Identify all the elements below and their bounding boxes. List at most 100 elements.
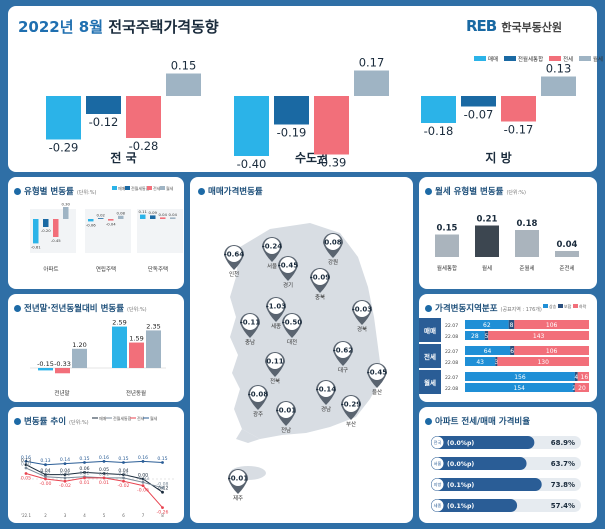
yoy-value: -0.15 [37, 360, 54, 368]
type-unit: (단위:%) [76, 190, 97, 196]
trend-point [102, 460, 106, 463]
yoy-bar [72, 348, 87, 368]
trend-value: 0.01 [60, 471, 70, 477]
map-region-label: 강원 [328, 258, 338, 266]
dist-unit: (공표지역 : 176개) [500, 307, 542, 313]
summary-value: -0.18 [424, 124, 454, 138]
rent-value: 0.04 [557, 240, 578, 250]
trend-point [44, 477, 47, 481]
trend-value: -0.00 [40, 481, 52, 487]
map-pin-value: -0.29 [341, 401, 361, 409]
map-pin-value: -0.03 [352, 306, 372, 314]
trend-month-label: 3 [64, 513, 67, 518]
dist-segment [465, 357, 496, 366]
type-value: 0.08 [117, 210, 126, 215]
trend-point [83, 476, 86, 480]
summary-bar [314, 96, 349, 155]
rent-bar [475, 225, 499, 257]
legend-sale-swatch [474, 56, 486, 61]
trend-point [63, 479, 67, 483]
summary-value: -0.17 [504, 123, 534, 137]
dist-value: 3 [494, 359, 498, 366]
type-value: -0.06 [86, 222, 96, 227]
map-region-label: 서울 [267, 262, 277, 270]
rent-card: 월세 유형별 변동률 (단위:%) 0.15 월세통합 0.21 월세 0.18 준월세 0… [419, 177, 597, 289]
summary-value: 0.15 [171, 59, 197, 73]
ratio-delta: (0.1%p) [447, 503, 474, 510]
map-pin-face [242, 314, 258, 330]
map-pin-value: -0.01 [228, 475, 248, 483]
summary-value: 0.13 [546, 62, 572, 76]
trend-value: 0.04 [60, 468, 70, 474]
trend-value: 0.01 [79, 480, 89, 486]
map-pin-face [268, 298, 284, 314]
trend-value: -0.26 [157, 510, 169, 516]
map-title-dot [198, 188, 205, 195]
type-bar [170, 217, 176, 219]
yoy-bar-chart: 전년말 -0.15 -0.33 1.20 전년동월 2.591.592.35 [30, 319, 166, 397]
ratio-value: 57.4% [551, 502, 575, 510]
dist-value: 8 [510, 322, 514, 329]
type-legend-label: 월세 [166, 185, 174, 191]
map-pin-face [354, 301, 370, 317]
trend-point [102, 472, 106, 475]
trend-point [63, 473, 67, 476]
trend-point [24, 460, 28, 463]
map-pin-face [278, 402, 294, 418]
dist-legend-swatch [558, 304, 563, 308]
rent-label: 월세통합 [437, 264, 457, 272]
ratio-fill [431, 478, 542, 491]
summary-value: -0.40 [237, 157, 267, 171]
summary-bar [354, 70, 389, 96]
dist-period: 22.07 [445, 323, 458, 329]
dist-segment [465, 372, 575, 381]
ratio-fill [431, 457, 527, 470]
map-pin-value: -0.45 [278, 262, 298, 270]
dist-segment [574, 372, 578, 381]
yoy-value: 2.35 [146, 322, 160, 330]
region-label: 전 국 [110, 150, 136, 165]
trend-point [63, 476, 67, 480]
trend-point [161, 506, 164, 509]
map-pin-value: 0.08 [324, 239, 341, 247]
dist-legend-label: 상승 [549, 303, 557, 309]
dist-period: 22.08 [445, 334, 458, 340]
trend-value: -0.08 [157, 481, 169, 487]
map-title-text: 매매가격변동률 [208, 187, 263, 197]
dist-segment [465, 346, 511, 355]
type-group-label: 아파트 [43, 265, 58, 273]
type-legend-label: 매매 [118, 185, 126, 191]
dist-segment [497, 357, 589, 366]
dist-value: 43 [476, 359, 484, 366]
type-group-bg [85, 209, 131, 253]
map-region-label: 부산 [346, 420, 356, 428]
summary-bar [541, 76, 576, 96]
map-region-label: 세종 [271, 322, 281, 330]
trend-month-label: '22.1 [21, 513, 31, 518]
rent-label: 월세 [482, 264, 492, 272]
type-bar [160, 217, 166, 219]
trend-value: 0.13 [40, 458, 50, 464]
summary-value: -0.07 [464, 108, 494, 122]
trend-title-dot [14, 418, 21, 425]
map-pin-value: 0.11 [266, 358, 283, 366]
type-group-label: 단독주택 [148, 265, 168, 273]
dist-row-tab [419, 344, 441, 368]
dist-value: 143 [533, 333, 545, 340]
type-value: -0.04 [106, 222, 116, 227]
dist-segment [514, 320, 589, 329]
dist-row-tab [419, 370, 441, 394]
map-region-label: 전남 [281, 426, 291, 434]
trend-value: -0.02 [118, 483, 130, 489]
map-pin-face [264, 238, 280, 254]
type-value: -0.45 [51, 238, 61, 243]
summary-value: -0.28 [129, 139, 159, 153]
map-region-label: 대구 [338, 366, 348, 374]
trend-value: 0.05 [21, 476, 31, 482]
type-value: -0.20 [41, 228, 51, 233]
trend-value: 0.01 [118, 471, 128, 477]
map-region-label: 인천 [229, 270, 239, 278]
legend-jeonse-swatch [548, 56, 561, 61]
legend-monthly-swatch [578, 56, 591, 61]
top-bar-chart: 전 국-0.29-0.12-0.280.15수도권-0.40-0.19-0.39… [46, 56, 576, 171]
